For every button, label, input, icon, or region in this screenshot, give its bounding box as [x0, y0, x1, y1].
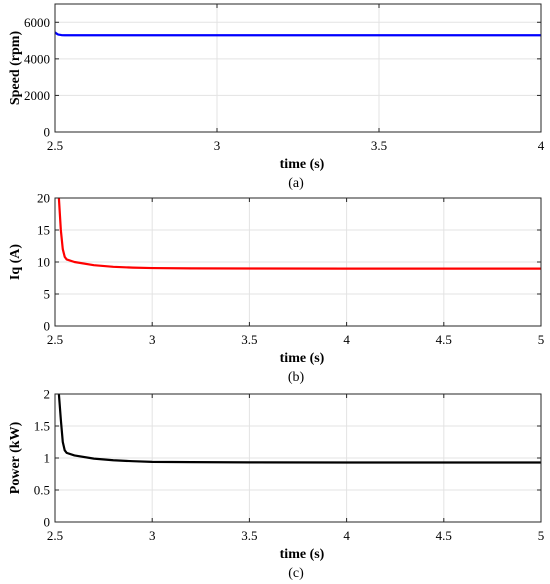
series-line	[57, 394, 541, 464]
y-tick-label: 5	[44, 287, 51, 302]
panel-caption: (b)	[288, 370, 305, 385]
x-tick-label: 5	[538, 528, 545, 543]
x-axis-label: time (s)	[280, 351, 325, 366]
x-tick-label: 3	[149, 332, 156, 347]
chart-panel-b: 2.5 3 3.5 4 4.5 5 0 5 10 15 20 time (s) Iq (A) (b)	[8, 191, 544, 386]
y-tick-label: 10	[37, 255, 50, 270]
x-tick-label: 2.5	[47, 528, 63, 543]
y-tick-label: 0	[44, 515, 51, 530]
series-line	[55, 31, 541, 37]
x-tick-label: 3.5	[241, 332, 257, 347]
series-line	[57, 198, 541, 270]
x-tick-label: 4.5	[436, 528, 452, 543]
x-tick-label: 3	[149, 528, 156, 543]
plot-area	[55, 4, 541, 132]
x-tick-label: 3.5	[371, 138, 387, 153]
y-tick-label: 0	[44, 125, 51, 140]
x-tick-label: 3.5	[241, 528, 257, 543]
chart-panel-c: 2.5 3 3.5 4 4.5 5 0 0.5 1 1.5 2 time (s) Power (kW) (…	[8, 387, 544, 582]
x-tick-label: 5	[538, 332, 545, 347]
chart-panel-a: 2.5 3 3.5 4 0 2000 4000 6000 time (s) Speed (rpm)…	[8, 3, 545, 191]
y-tick-label: 1.5	[34, 419, 50, 434]
x-tick-label: 4	[343, 332, 350, 347]
x-tick-label: 3	[214, 138, 221, 153]
y-tick-label: 4000	[24, 51, 50, 66]
axes-frame	[54, 3, 542, 133]
y-axis-label: Iq (A)	[8, 244, 23, 281]
x-tick-label: 4.5	[436, 332, 452, 347]
x-tick-label: 2.5	[47, 332, 63, 347]
y-tick-label: 2000	[24, 88, 50, 103]
y-tick-label: 15	[37, 223, 50, 238]
y-tick-label: 20	[37, 191, 50, 206]
panel-caption: (a)	[288, 176, 304, 191]
panel-caption: (c)	[288, 566, 304, 581]
y-tick-label: 0.5	[34, 483, 50, 498]
y-tick-label: 1	[44, 451, 51, 466]
y-axis-label: Speed (rpm)	[8, 31, 23, 106]
x-axis-label: time (s)	[280, 547, 325, 562]
y-tick-label: 0	[44, 319, 51, 334]
x-tick-label: 4	[538, 138, 545, 153]
x-tick-label: 4	[343, 528, 350, 543]
x-axis-label: time (s)	[280, 157, 325, 172]
x-tick-label: 2.5	[47, 138, 63, 153]
y-tick-label: 6000	[24, 15, 50, 30]
y-axis-label: Power (kW)	[8, 421, 23, 494]
y-tick-label: 2	[44, 387, 51, 402]
